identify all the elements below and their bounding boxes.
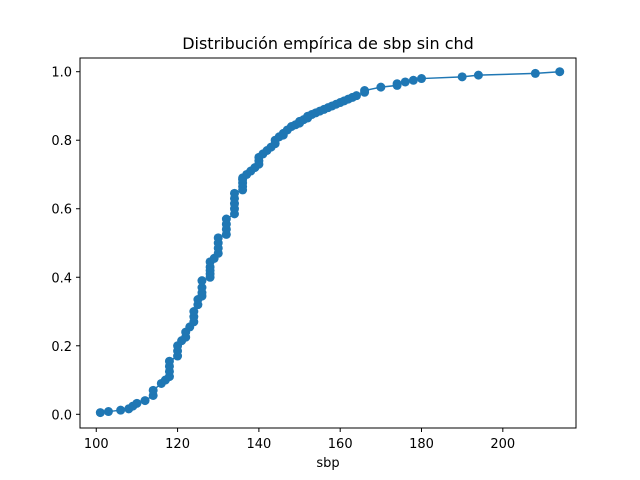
x-axis-label: sbp [316,456,339,471]
data-point [221,214,231,224]
x-tick-label: 200 [490,437,515,452]
data-point [197,283,207,293]
data-point [197,276,207,286]
data-point [229,188,239,198]
data-point [351,91,361,101]
data-point [164,356,174,366]
data-point [103,407,113,417]
chart-title: Distribución empírica de sbp sin chd [182,34,474,53]
data-point [132,398,142,408]
data-point [473,70,483,80]
data-point [408,75,418,85]
y-tick-label: 0.2 [51,340,72,355]
data-point [530,68,540,78]
data-point [213,233,223,243]
y-tick-label: 1.0 [51,66,72,81]
axes-frame [79,57,577,429]
data-point [189,307,199,317]
x-axis-ticks: 100 120 140 160 180 200 [84,428,515,452]
data-point [95,408,105,418]
data-point [140,396,150,406]
data-point [376,82,386,92]
x-tick-label: 160 [328,437,353,452]
y-tick-label: 0.4 [51,271,72,286]
data-point [392,79,402,89]
data-point [417,74,427,84]
y-tick-label: 0.6 [51,203,72,218]
x-tick-label: 180 [409,437,434,452]
data-point [400,77,410,87]
data-point [148,385,158,395]
y-tick-label: 0.8 [51,134,72,149]
data-point [360,86,370,96]
y-tick-label: 0.0 [51,408,72,423]
x-tick-label: 100 [84,437,109,452]
data-point [116,405,126,415]
data-point [457,72,467,82]
data-point [555,67,565,77]
plot-area [95,67,565,418]
x-tick-label: 120 [165,437,190,452]
x-tick-label: 140 [246,437,271,452]
y-axis-ticks: 0.0 0.2 0.4 0.6 0.8 1.0 [51,66,80,423]
